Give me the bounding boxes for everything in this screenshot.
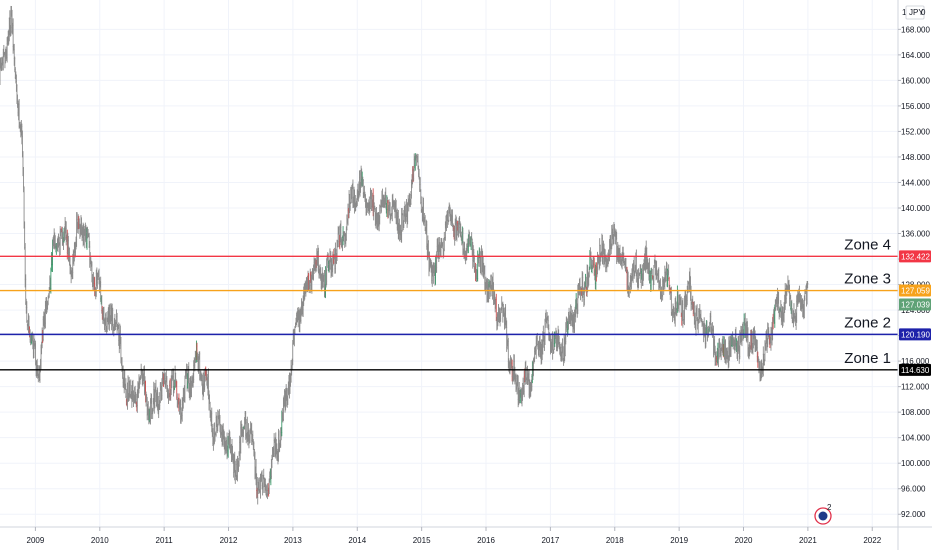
time-tick-label: 2020 xyxy=(735,536,753,545)
scale-header: 1 JPY 0 xyxy=(902,5,926,20)
price-tick-label: 116.000 xyxy=(901,357,930,366)
time-tick-label: 2017 xyxy=(541,536,559,545)
zone-price-badge xyxy=(899,250,931,263)
price-bars xyxy=(0,5,809,505)
zone-label: Zone 4 xyxy=(844,236,891,253)
last-price-badge xyxy=(899,298,931,311)
time-tick-label: 2019 xyxy=(670,536,688,545)
time-tick-label: 2010 xyxy=(91,536,109,545)
zone-price-badge xyxy=(899,363,931,376)
zone-price-badge-text: 132.422 xyxy=(901,252,930,261)
price-tick-label: 156.000 xyxy=(901,102,930,111)
price-tick-label: 160.000 xyxy=(901,76,930,85)
price-tick-label: 108.000 xyxy=(901,408,930,417)
time-tick-label: 2015 xyxy=(413,536,431,545)
currency-box[interactable] xyxy=(905,5,925,20)
price-tick-label: 152.000 xyxy=(901,127,930,136)
price-tick-label: 164.000 xyxy=(901,51,930,60)
price-tick-label: 144.000 xyxy=(901,178,930,187)
logo-badge-number: 2 xyxy=(827,503,832,512)
time-tick-label: 2016 xyxy=(477,536,495,545)
zone-price-badge-text: 114.630 xyxy=(901,366,930,375)
zone-label: Zone 2 xyxy=(844,314,891,331)
zone-price-badge xyxy=(899,328,931,341)
price-tick-label: 92.000 xyxy=(901,510,926,519)
zone-lines: Zone 4 Zone 3 Zone 2 Zone 1 xyxy=(0,236,898,371)
time-tick-label: 2009 xyxy=(27,536,45,545)
price-axis-panel[interactable] xyxy=(898,0,932,527)
time-tick-label: 2014 xyxy=(348,536,366,545)
logo-dot-icon xyxy=(818,511,828,521)
price-tick-label: 148.000 xyxy=(901,153,930,162)
time-tick-label: 2022 xyxy=(863,536,881,545)
scale-value: 0 xyxy=(921,8,926,17)
scale-prefix: 1 xyxy=(902,8,907,17)
time-tick-label: 2018 xyxy=(606,536,624,545)
time-tick-label: 2011 xyxy=(156,536,174,545)
watermark-logo[interactable]: 2 xyxy=(814,503,832,525)
price-tick-label: 104.000 xyxy=(901,434,930,443)
time-tick-label: 2021 xyxy=(799,536,817,545)
price-tick-label: 124.000 xyxy=(901,306,930,315)
currency-label[interactable]: JPY xyxy=(909,8,924,17)
time-tick-label: 2012 xyxy=(220,536,238,545)
price-tick-label: 136.000 xyxy=(901,230,930,239)
price-tick-label: 100.000 xyxy=(901,459,930,468)
zone-price-badge-text: 127.059 xyxy=(901,287,930,296)
time-tick-label: 2013 xyxy=(284,536,302,545)
zone-price-badge-text: 120.190 xyxy=(901,330,930,339)
zone-label: Zone 1 xyxy=(844,350,891,367)
price-tick-label: 112.000 xyxy=(901,383,930,392)
zone-label: Zone 3 xyxy=(844,271,891,288)
zone-price-badge xyxy=(899,284,931,297)
price-badges: 132.422 127.059 120.190 114.630 127.039 xyxy=(899,250,931,376)
last-price-badge-text: 127.039 xyxy=(901,301,930,310)
price-tick-label: 168.000 xyxy=(901,25,930,34)
price-tick-label: 140.000 xyxy=(901,204,930,213)
price-tick-label: 96.000 xyxy=(901,485,926,494)
time-axis[interactable]: 2009 2010 2011 2012 2013 2014 2015 2016 2017 2018… xyxy=(27,527,882,545)
